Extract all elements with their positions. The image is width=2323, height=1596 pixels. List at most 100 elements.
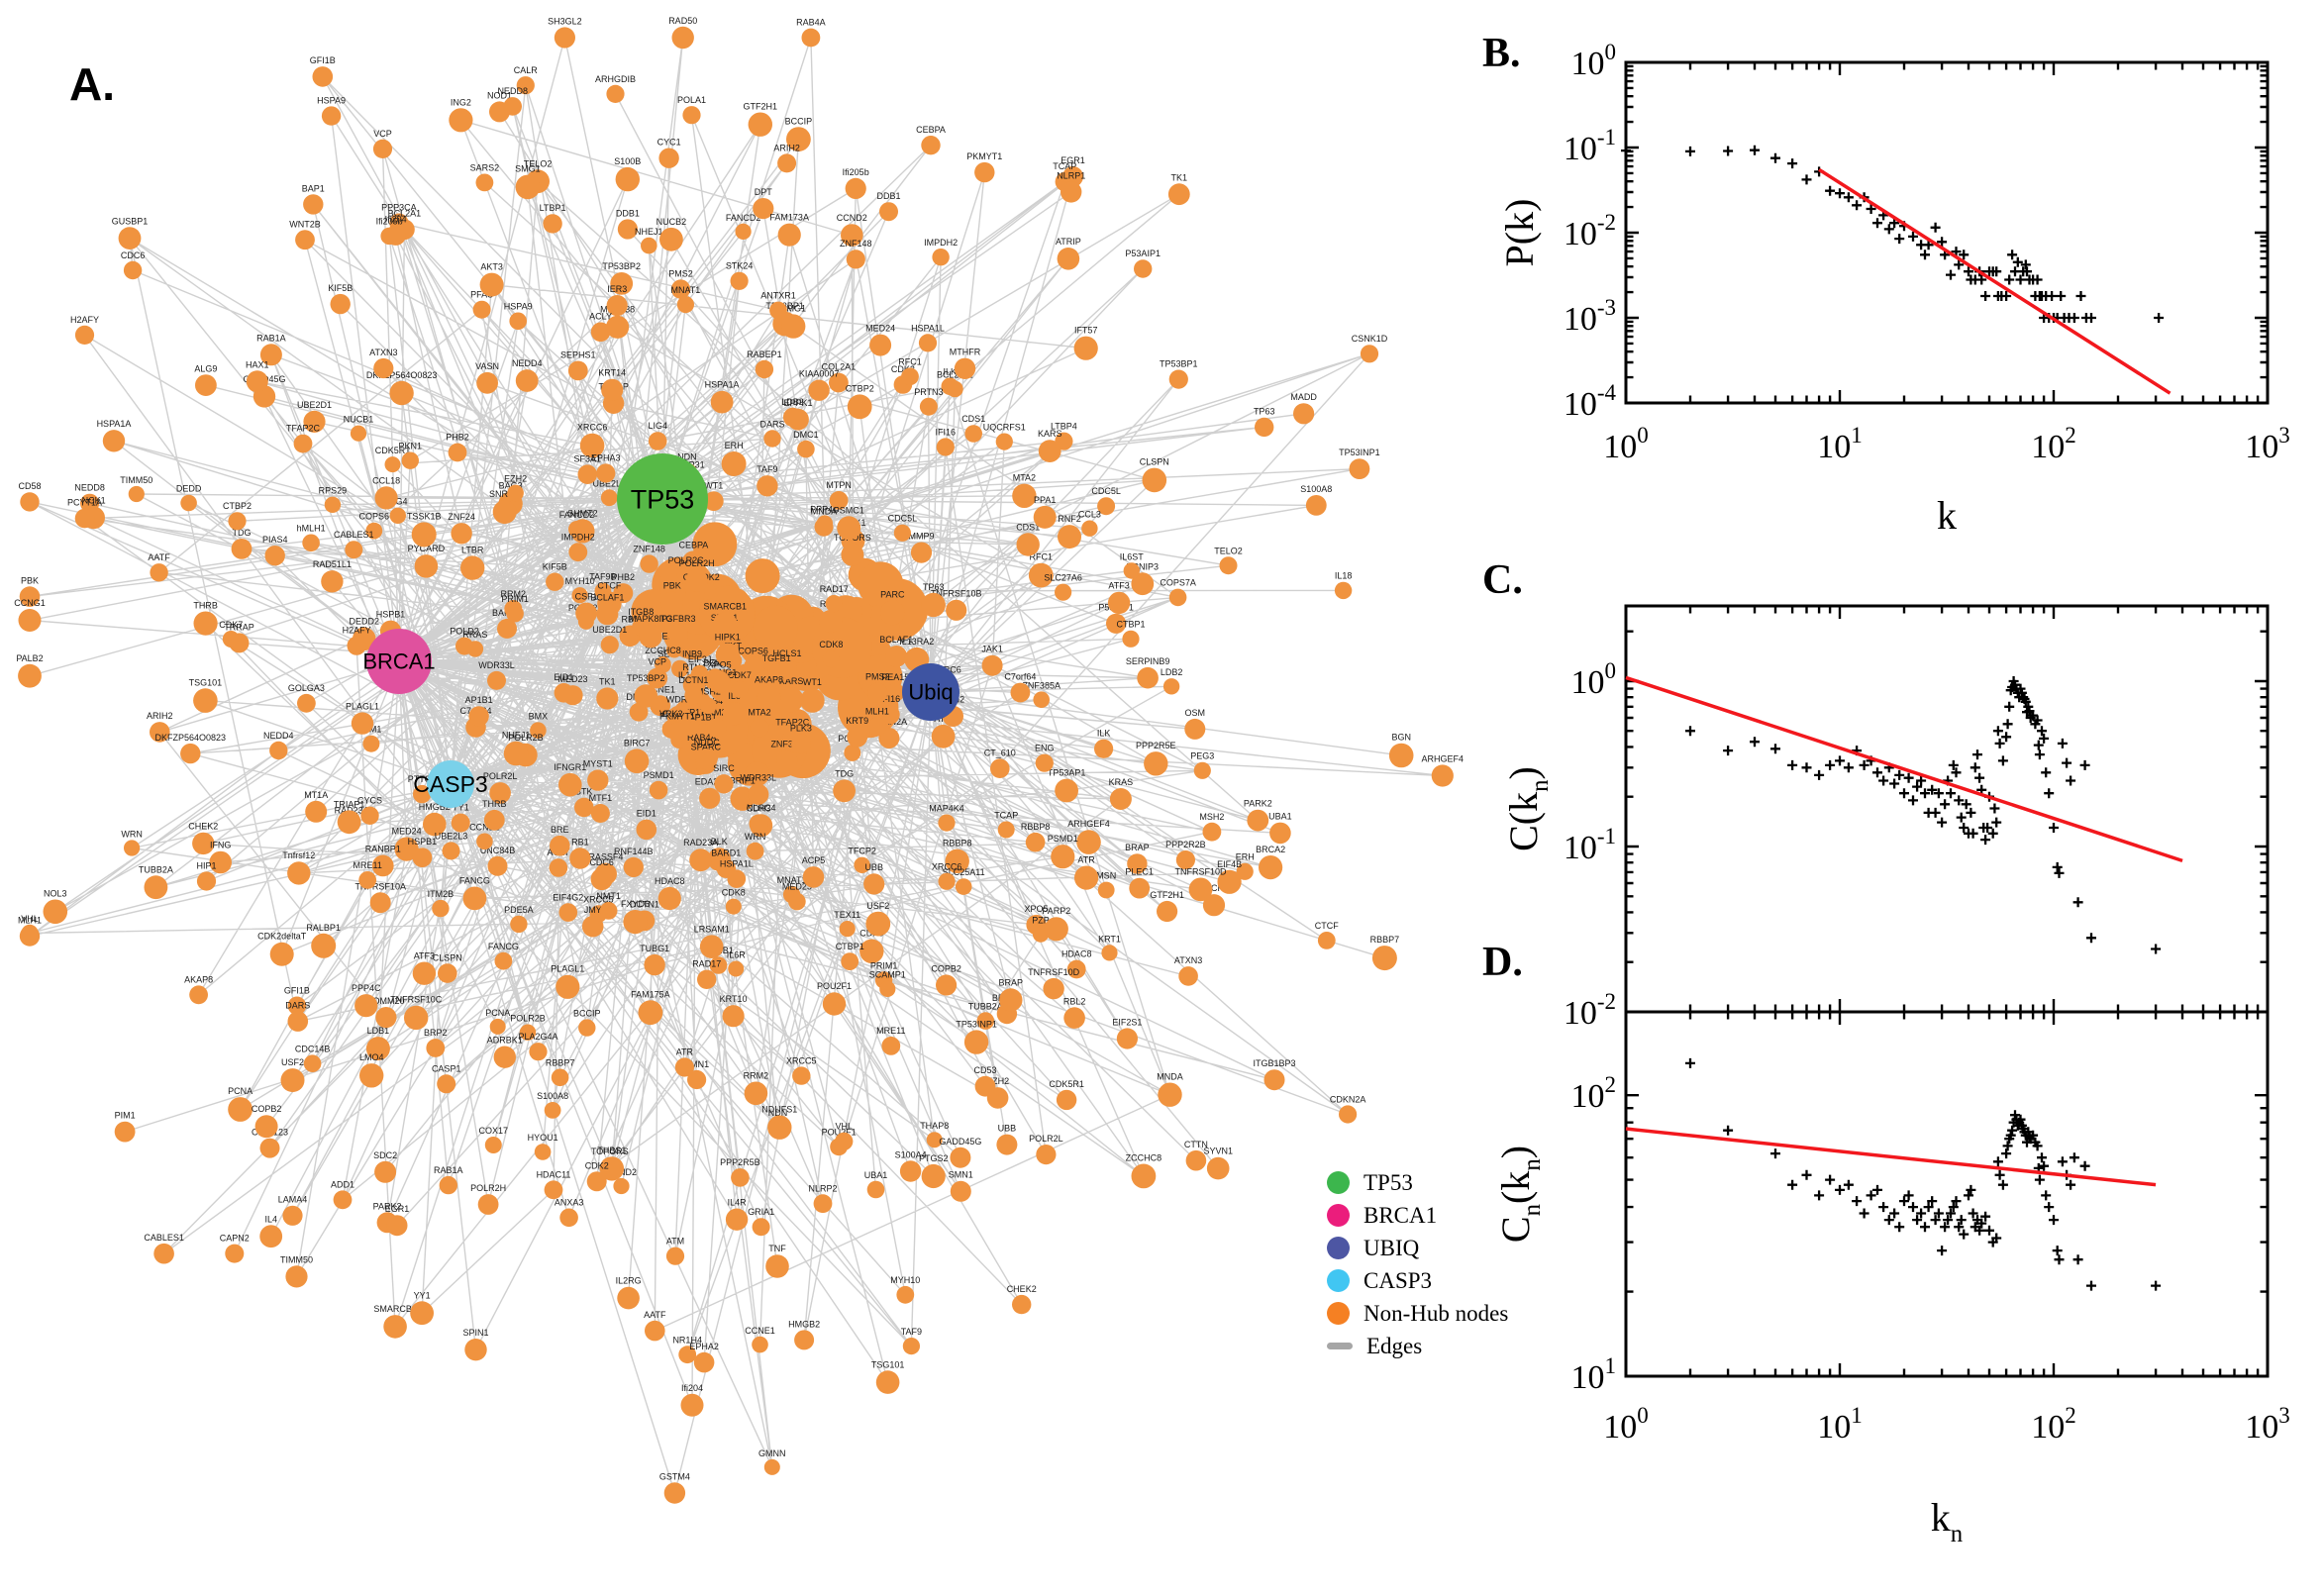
network-node	[404, 1005, 429, 1031]
y-tick-label: 10-2	[1564, 210, 1616, 252]
network-node	[462, 886, 487, 911]
network-node	[509, 312, 527, 331]
legend-label: Edges	[1366, 1333, 1423, 1358]
network-node-label: LMO4	[359, 1052, 384, 1062]
network-node-label: RBBP7	[1370, 935, 1400, 945]
network-node	[879, 980, 896, 998]
network-node	[534, 1144, 552, 1160]
y-tick-label: 10-3	[1564, 295, 1616, 338]
network-node-label: MTPN	[826, 480, 852, 490]
network-node	[1025, 832, 1046, 852]
network-node-label: BTK	[575, 787, 593, 797]
network-node	[360, 806, 379, 825]
network-node-label: PPP4C	[810, 504, 840, 514]
network-node-label: TNFRSF10C	[390, 995, 443, 1005]
network-node-label: TSSK1B	[407, 511, 442, 521]
network-node-label: SH3GL2	[548, 16, 582, 26]
network-node-label: NOL3	[44, 889, 67, 899]
network-node-label: CAPN2	[220, 1234, 250, 1244]
edge-swatch-icon	[1327, 1343, 1353, 1349]
network-node-label: ATXN3	[1174, 955, 1202, 965]
network-node	[879, 600, 905, 626]
network-node	[1371, 946, 1397, 971]
network-node	[777, 223, 801, 247]
network-node	[615, 166, 640, 192]
network-node	[730, 271, 749, 290]
network-node-label: BRIP1	[730, 776, 756, 786]
network-node	[638, 1000, 663, 1026]
network-node-label: PARK2	[1244, 799, 1272, 809]
network-node-label: EZH2	[504, 474, 527, 484]
network-node-label: LIG4	[648, 421, 667, 431]
network-node-label: AATF	[148, 552, 170, 562]
network-node-label: RBL2	[1063, 996, 1086, 1006]
network-node	[1109, 788, 1132, 810]
network-node-label: KIF5B	[543, 562, 567, 572]
network-node-label: NEDD8	[497, 86, 528, 96]
network-node	[1081, 520, 1098, 537]
network-node-label: VRK2	[659, 709, 683, 719]
network-node-label: MSH2	[1199, 812, 1224, 822]
network-node-label: UBA1	[864, 1170, 888, 1180]
network-node-label: RAD51L1	[313, 559, 352, 569]
network-node-label: PSMC1	[834, 505, 864, 515]
network-node	[981, 654, 1003, 676]
network-node	[1168, 369, 1188, 389]
network-node	[680, 1393, 704, 1417]
network-node	[228, 1097, 253, 1122]
network-node-label: S100A8	[537, 1091, 568, 1101]
network-node	[451, 523, 472, 545]
network-node	[515, 369, 539, 392]
network-node-label: BCL2L11	[937, 370, 973, 380]
network-node	[311, 933, 337, 958]
network-node	[554, 27, 576, 49]
network-node-label: ERH	[725, 441, 744, 450]
network-node	[1247, 809, 1269, 832]
network-node-label: CDC5L	[888, 514, 918, 524]
network-node-label: GTF2H1	[744, 102, 778, 112]
network-node	[506, 604, 524, 623]
network-node	[324, 496, 342, 513]
network-node	[476, 371, 498, 394]
network-node	[1016, 533, 1040, 556]
network-node-label: BLK	[711, 837, 728, 847]
network-node	[123, 260, 143, 280]
network-node	[617, 1286, 640, 1310]
network-node	[996, 1134, 1018, 1155]
legend-item-nonhub: Non-Hub nodes	[1327, 1297, 1508, 1330]
network-node-label: XRCC5	[583, 894, 614, 904]
network-node-label: YY1	[414, 1290, 431, 1300]
network-node-label: LDB2	[1161, 667, 1183, 677]
network-node-label: S100B	[614, 156, 641, 166]
network-node-label: EPPK1	[783, 398, 812, 408]
network-node	[1131, 1163, 1157, 1189]
network-node	[1263, 1069, 1285, 1091]
network-node	[722, 702, 747, 726]
network-node	[516, 76, 535, 95]
network-node	[708, 670, 731, 693]
network-node-label: HSPA9	[317, 95, 346, 105]
network-node	[1269, 822, 1291, 845]
network-node	[362, 735, 380, 752]
network-node-label: NOD1	[487, 91, 512, 101]
network-node-label: GMNN	[758, 1448, 786, 1458]
network-node	[264, 546, 285, 566]
network-node-label: TSG101	[189, 677, 223, 687]
network-node-label: S100A8	[1300, 484, 1332, 494]
network-node	[546, 572, 564, 591]
network-node-label: TSG101	[871, 1359, 905, 1369]
network-node	[600, 489, 618, 507]
network-node	[901, 367, 919, 386]
network-node-label: LAMA4	[278, 1195, 308, 1205]
network-node-label: KRT1	[1098, 934, 1121, 944]
network-node-label: KRAS	[1109, 777, 1134, 787]
fit-line	[1625, 675, 2183, 863]
network-node-label: PCNA	[228, 1086, 252, 1096]
network-node	[1055, 583, 1072, 601]
network-node-label: HDAC8	[1061, 949, 1092, 959]
network-node-label: IL13RA2	[899, 637, 934, 647]
network-node	[1033, 505, 1057, 529]
network-node-label: CTTN	[1184, 1140, 1208, 1149]
network-node-label: MRE11	[354, 860, 382, 870]
legend-label: Non-Hub nodes	[1364, 1300, 1509, 1326]
